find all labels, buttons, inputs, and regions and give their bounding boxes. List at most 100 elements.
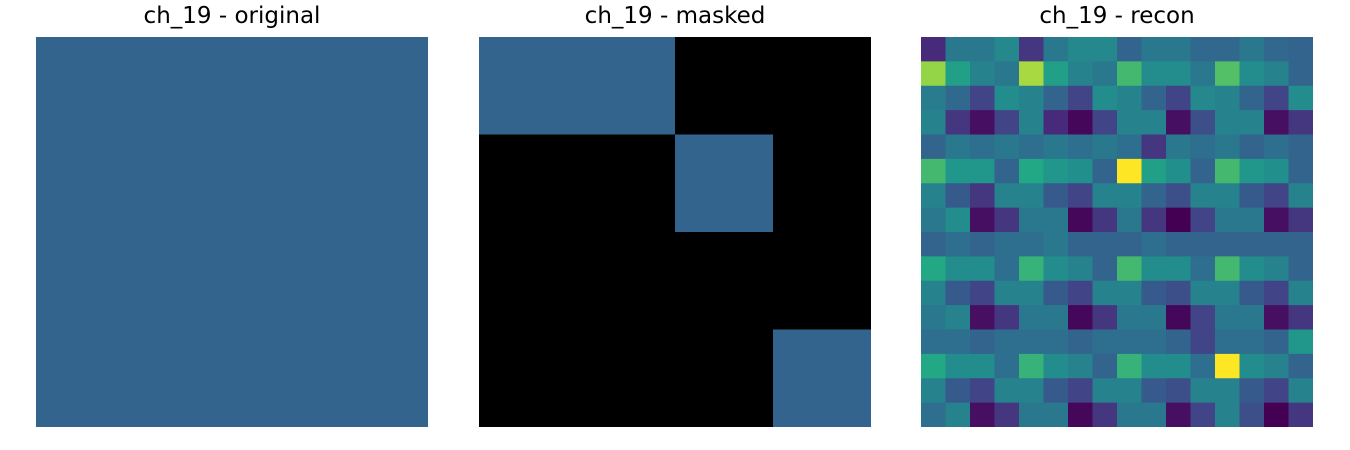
heatmap-cell bbox=[1166, 61, 1191, 87]
heatmap-cell bbox=[1215, 256, 1240, 282]
masked-block bbox=[577, 232, 676, 330]
heatmap-cell bbox=[1166, 110, 1191, 135]
heatmap-cell bbox=[403, 305, 428, 330]
heatmap-cell bbox=[970, 329, 995, 355]
heatmap-cell bbox=[1239, 402, 1265, 427]
heatmap-cell bbox=[109, 110, 135, 135]
heatmap-cell bbox=[945, 110, 971, 135]
recon-panel: ch_19 - recon bbox=[921, 0, 1313, 430]
heatmap-cell bbox=[354, 61, 380, 87]
heatmap-cell bbox=[36, 402, 61, 427]
heatmap-cell bbox=[1117, 305, 1142, 330]
heatmap-cell bbox=[945, 134, 971, 160]
heatmap-cell bbox=[970, 256, 995, 282]
heatmap-cell bbox=[1068, 207, 1093, 233]
heatmap-cell bbox=[1117, 158, 1142, 184]
heatmap-cell bbox=[1019, 232, 1044, 257]
heatmap-cell bbox=[85, 232, 110, 257]
heatmap-cell bbox=[36, 61, 61, 87]
heatmap-cell bbox=[85, 183, 110, 209]
heatmap-cell bbox=[158, 280, 184, 306]
heatmap-cell bbox=[1166, 85, 1191, 111]
heatmap-cell bbox=[1141, 85, 1167, 111]
heatmap-cell bbox=[1019, 134, 1044, 160]
heatmap-cell bbox=[1190, 378, 1216, 404]
heatmap-cell bbox=[994, 110, 1020, 135]
visible-block bbox=[577, 37, 676, 135]
heatmap-cell bbox=[305, 61, 331, 87]
heatmap-cell bbox=[207, 256, 233, 282]
heatmap-cell bbox=[305, 378, 331, 404]
heatmap-cell bbox=[85, 85, 110, 111]
heatmap-cell bbox=[232, 256, 257, 282]
heatmap-cell bbox=[1288, 305, 1313, 330]
heatmap-cell bbox=[1141, 183, 1167, 209]
heatmap-cell bbox=[183, 207, 208, 233]
heatmap-cell bbox=[1043, 305, 1069, 330]
heatmap-cell bbox=[1068, 329, 1093, 355]
heatmap-cell bbox=[256, 329, 282, 355]
heatmap-cell bbox=[1264, 329, 1289, 355]
heatmap-cell bbox=[1264, 37, 1289, 62]
heatmap-cell bbox=[994, 280, 1020, 306]
heatmap-cell bbox=[403, 134, 428, 160]
heatmap-cell bbox=[1068, 378, 1093, 404]
heatmap-cell bbox=[403, 61, 428, 87]
recon-heatmap bbox=[921, 37, 1313, 427]
heatmap-cell bbox=[281, 280, 306, 306]
heatmap-cell bbox=[1043, 353, 1069, 379]
heatmap-cell bbox=[945, 232, 971, 257]
heatmap-cell bbox=[305, 256, 331, 282]
heatmap-cell bbox=[60, 280, 86, 306]
masked-block bbox=[479, 329, 578, 427]
heatmap-cell bbox=[354, 305, 380, 330]
heatmap-cell bbox=[354, 256, 380, 282]
heatmap-cell bbox=[85, 134, 110, 160]
heatmap-cell bbox=[207, 158, 233, 184]
heatmap-cell bbox=[1092, 37, 1118, 62]
heatmap-cell bbox=[85, 329, 110, 355]
heatmap-cell bbox=[1215, 378, 1240, 404]
heatmap-cell bbox=[109, 329, 135, 355]
heatmap-cell bbox=[1166, 402, 1191, 427]
heatmap-cell bbox=[1068, 183, 1093, 209]
heatmap-cell bbox=[134, 232, 159, 257]
heatmap-cell bbox=[256, 134, 282, 160]
heatmap-cell bbox=[305, 329, 331, 355]
heatmap-cell bbox=[1092, 353, 1118, 379]
heatmap-cell bbox=[921, 85, 946, 111]
heatmap-cell bbox=[1166, 329, 1191, 355]
heatmap-cell bbox=[1288, 85, 1313, 111]
heatmap-cell bbox=[1190, 280, 1216, 306]
heatmap-cell bbox=[158, 183, 184, 209]
heatmap-cell bbox=[994, 378, 1020, 404]
heatmap-cell bbox=[207, 232, 233, 257]
heatmap-cell bbox=[403, 329, 428, 355]
heatmap-cell bbox=[970, 183, 995, 209]
heatmap-cell bbox=[85, 280, 110, 306]
heatmap-cell bbox=[379, 61, 404, 87]
heatmap-cell bbox=[330, 402, 355, 427]
heatmap-cell bbox=[403, 85, 428, 111]
heatmap-cell bbox=[945, 85, 971, 111]
heatmap-cell bbox=[134, 378, 159, 404]
heatmap-cell bbox=[1117, 207, 1142, 233]
heatmap-cell bbox=[1043, 183, 1069, 209]
heatmap-cell bbox=[1092, 158, 1118, 184]
heatmap-cell bbox=[354, 207, 380, 233]
heatmap-cell bbox=[330, 378, 355, 404]
heatmap-cell bbox=[994, 232, 1020, 257]
heatmap-cell bbox=[1117, 353, 1142, 379]
heatmap-cell bbox=[403, 207, 428, 233]
heatmap-cell bbox=[1117, 232, 1142, 257]
heatmap-cell bbox=[305, 353, 331, 379]
heatmap-cell bbox=[379, 232, 404, 257]
heatmap-cell bbox=[36, 329, 61, 355]
heatmap-cell bbox=[1239, 305, 1265, 330]
heatmap-cell bbox=[85, 37, 110, 62]
heatmap-cell bbox=[1215, 280, 1240, 306]
heatmap-cell bbox=[85, 402, 110, 427]
heatmap-cell bbox=[945, 402, 971, 427]
heatmap-cell bbox=[945, 61, 971, 87]
heatmap-cell bbox=[232, 183, 257, 209]
